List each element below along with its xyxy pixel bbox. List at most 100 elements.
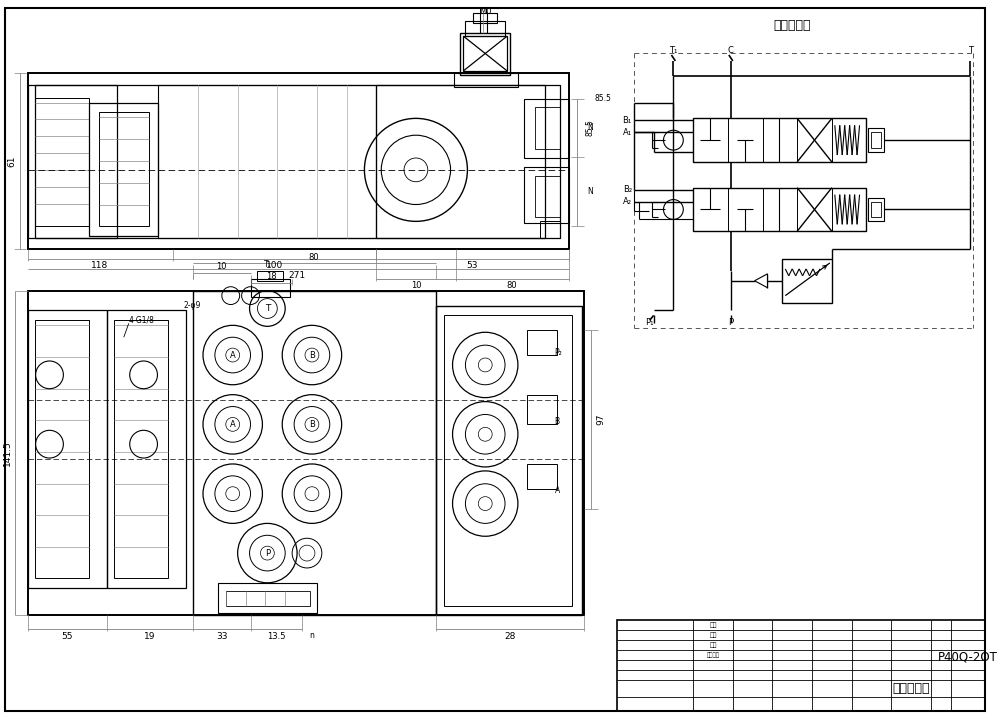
Text: P40Q-2OT: P40Q-2OT <box>938 651 997 664</box>
Text: 液压原理图: 液压原理图 <box>773 19 811 32</box>
Bar <box>524 167 569 224</box>
Text: 271: 271 <box>289 271 306 280</box>
Text: 118: 118 <box>91 262 109 270</box>
Text: 80: 80 <box>309 252 319 262</box>
Bar <box>28 311 107 587</box>
Text: 4-G1/8: 4-G1/8 <box>129 316 155 325</box>
Text: 工程图号: 工程图号 <box>706 652 719 658</box>
Circle shape <box>305 348 319 362</box>
Text: n: n <box>309 631 314 640</box>
Text: 141.5: 141.5 <box>3 440 12 466</box>
Text: A₂: A₂ <box>623 197 632 206</box>
Bar <box>540 221 560 238</box>
Text: 10: 10 <box>217 262 227 271</box>
Text: 85.5: 85.5 <box>594 94 611 103</box>
Bar <box>871 132 881 148</box>
Text: 28: 28 <box>504 632 516 641</box>
Text: 53: 53 <box>467 262 478 270</box>
Bar <box>782 259 832 303</box>
Text: P: P <box>265 549 270 558</box>
Bar <box>454 73 518 87</box>
Bar <box>868 128 884 152</box>
Text: 多路阀总成: 多路阀总成 <box>892 682 930 695</box>
Text: B: B <box>309 420 315 429</box>
Circle shape <box>305 487 319 500</box>
Bar <box>99 112 149 226</box>
Polygon shape <box>755 274 767 288</box>
Text: 19: 19 <box>144 632 155 641</box>
Bar <box>89 103 158 237</box>
Text: T: T <box>265 304 270 313</box>
Bar <box>527 330 557 355</box>
Circle shape <box>478 497 492 510</box>
Text: 80: 80 <box>507 281 517 290</box>
Circle shape <box>226 418 240 431</box>
Text: 61: 61 <box>7 155 16 167</box>
Bar <box>460 33 510 75</box>
Text: T₁: T₁ <box>669 45 678 55</box>
Bar <box>257 271 283 281</box>
Circle shape <box>478 358 492 372</box>
Bar <box>535 107 560 149</box>
Text: A₁: A₁ <box>623 128 632 137</box>
Text: C: C <box>728 45 734 55</box>
Bar <box>35 321 89 578</box>
Text: 13.5: 13.5 <box>267 632 286 641</box>
Text: T: T <box>968 45 973 55</box>
Text: N: N <box>587 187 593 196</box>
Text: P₂: P₂ <box>555 347 562 357</box>
Bar <box>251 279 290 297</box>
Text: T₁: T₁ <box>264 260 271 270</box>
Bar <box>107 311 186 587</box>
Text: A: A <box>230 351 236 360</box>
Text: B₁: B₁ <box>623 116 632 125</box>
Bar <box>617 620 985 710</box>
Text: B: B <box>555 417 560 426</box>
Bar <box>114 321 168 578</box>
Bar <box>436 306 582 615</box>
Text: 重量: 重量 <box>709 642 717 648</box>
Bar <box>524 99 569 158</box>
Bar <box>218 583 317 613</box>
Bar <box>535 176 560 217</box>
Bar <box>35 85 560 238</box>
Text: 85.5: 85.5 <box>585 119 594 136</box>
Bar <box>226 591 310 605</box>
Bar <box>35 98 89 226</box>
Bar <box>376 85 545 238</box>
Text: 图号: 图号 <box>709 623 717 628</box>
Bar <box>158 85 376 238</box>
Circle shape <box>305 418 319 431</box>
Text: 100: 100 <box>266 262 283 270</box>
Text: N: N <box>587 123 593 132</box>
Circle shape <box>226 487 240 500</box>
Bar <box>28 290 584 615</box>
Text: B₂: B₂ <box>623 186 632 194</box>
Bar <box>527 395 557 424</box>
Text: 2-φ9: 2-φ9 <box>183 301 201 310</box>
Text: A: A <box>230 420 236 429</box>
Circle shape <box>260 546 274 560</box>
Bar <box>693 119 866 162</box>
Text: 18: 18 <box>266 273 277 281</box>
Text: 55: 55 <box>62 632 73 641</box>
Bar <box>473 14 497 23</box>
Bar <box>28 85 117 238</box>
Bar <box>28 73 569 249</box>
Bar <box>463 36 507 71</box>
Bar <box>193 290 436 615</box>
Text: 比例: 比例 <box>709 633 717 638</box>
Bar <box>465 22 505 36</box>
Text: 97: 97 <box>597 413 606 425</box>
Bar <box>871 201 881 217</box>
Bar <box>527 464 557 489</box>
Bar <box>868 198 884 221</box>
Bar <box>444 316 572 605</box>
Text: 33: 33 <box>216 632 228 641</box>
Text: A: A <box>555 486 560 495</box>
Text: 10: 10 <box>411 281 421 290</box>
Text: P: P <box>728 318 733 327</box>
Circle shape <box>226 348 240 362</box>
Text: P₁: P₁ <box>645 318 653 327</box>
Bar <box>693 188 866 232</box>
